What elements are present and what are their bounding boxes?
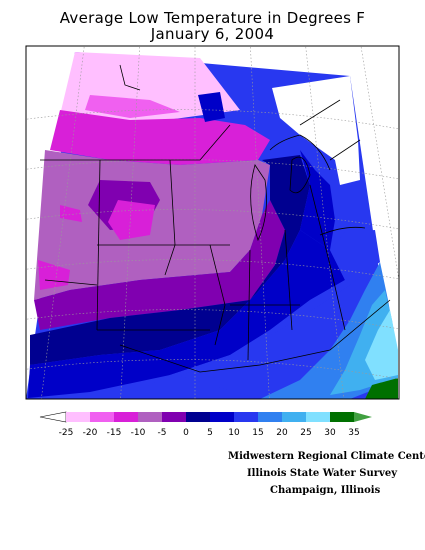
legend-ticks: -25 -20 -15 -10 -5 0 5 10 15 20 25 30 35 bbox=[59, 428, 360, 438]
temperature-contours bbox=[26, 46, 399, 399]
legend-tick: -25 bbox=[59, 428, 74, 438]
legend-tick: -15 bbox=[107, 428, 122, 438]
legend-tick: -5 bbox=[158, 428, 167, 438]
legend-tick: 10 bbox=[228, 428, 240, 438]
legend-tick: 15 bbox=[252, 428, 263, 438]
state-boundaries bbox=[40, 64, 391, 373]
credit-center: Midwestern Regional Climate Center bbox=[228, 451, 425, 462]
legend-tick: -20 bbox=[83, 428, 98, 438]
map-date: January 6, 2004 bbox=[150, 25, 275, 43]
legend-tick: 25 bbox=[300, 428, 311, 438]
legend-tick: 20 bbox=[276, 428, 288, 438]
map-frame bbox=[25, 45, 400, 400]
credit-location: Champaign, Illinois bbox=[270, 485, 381, 496]
lat-lon-grid bbox=[26, 46, 399, 399]
legend-tick: 0 bbox=[183, 428, 189, 438]
legend-tick: -10 bbox=[131, 428, 146, 438]
map-title: Average Low Temperature in Degrees F bbox=[59, 9, 366, 27]
credit-survey: Illinois State Water Survey bbox=[247, 468, 398, 479]
legend-colorbar bbox=[39, 411, 372, 423]
legend-tick: 35 bbox=[348, 428, 359, 438]
legend-tick: 5 bbox=[207, 428, 213, 438]
legend-tick: 30 bbox=[324, 428, 336, 438]
